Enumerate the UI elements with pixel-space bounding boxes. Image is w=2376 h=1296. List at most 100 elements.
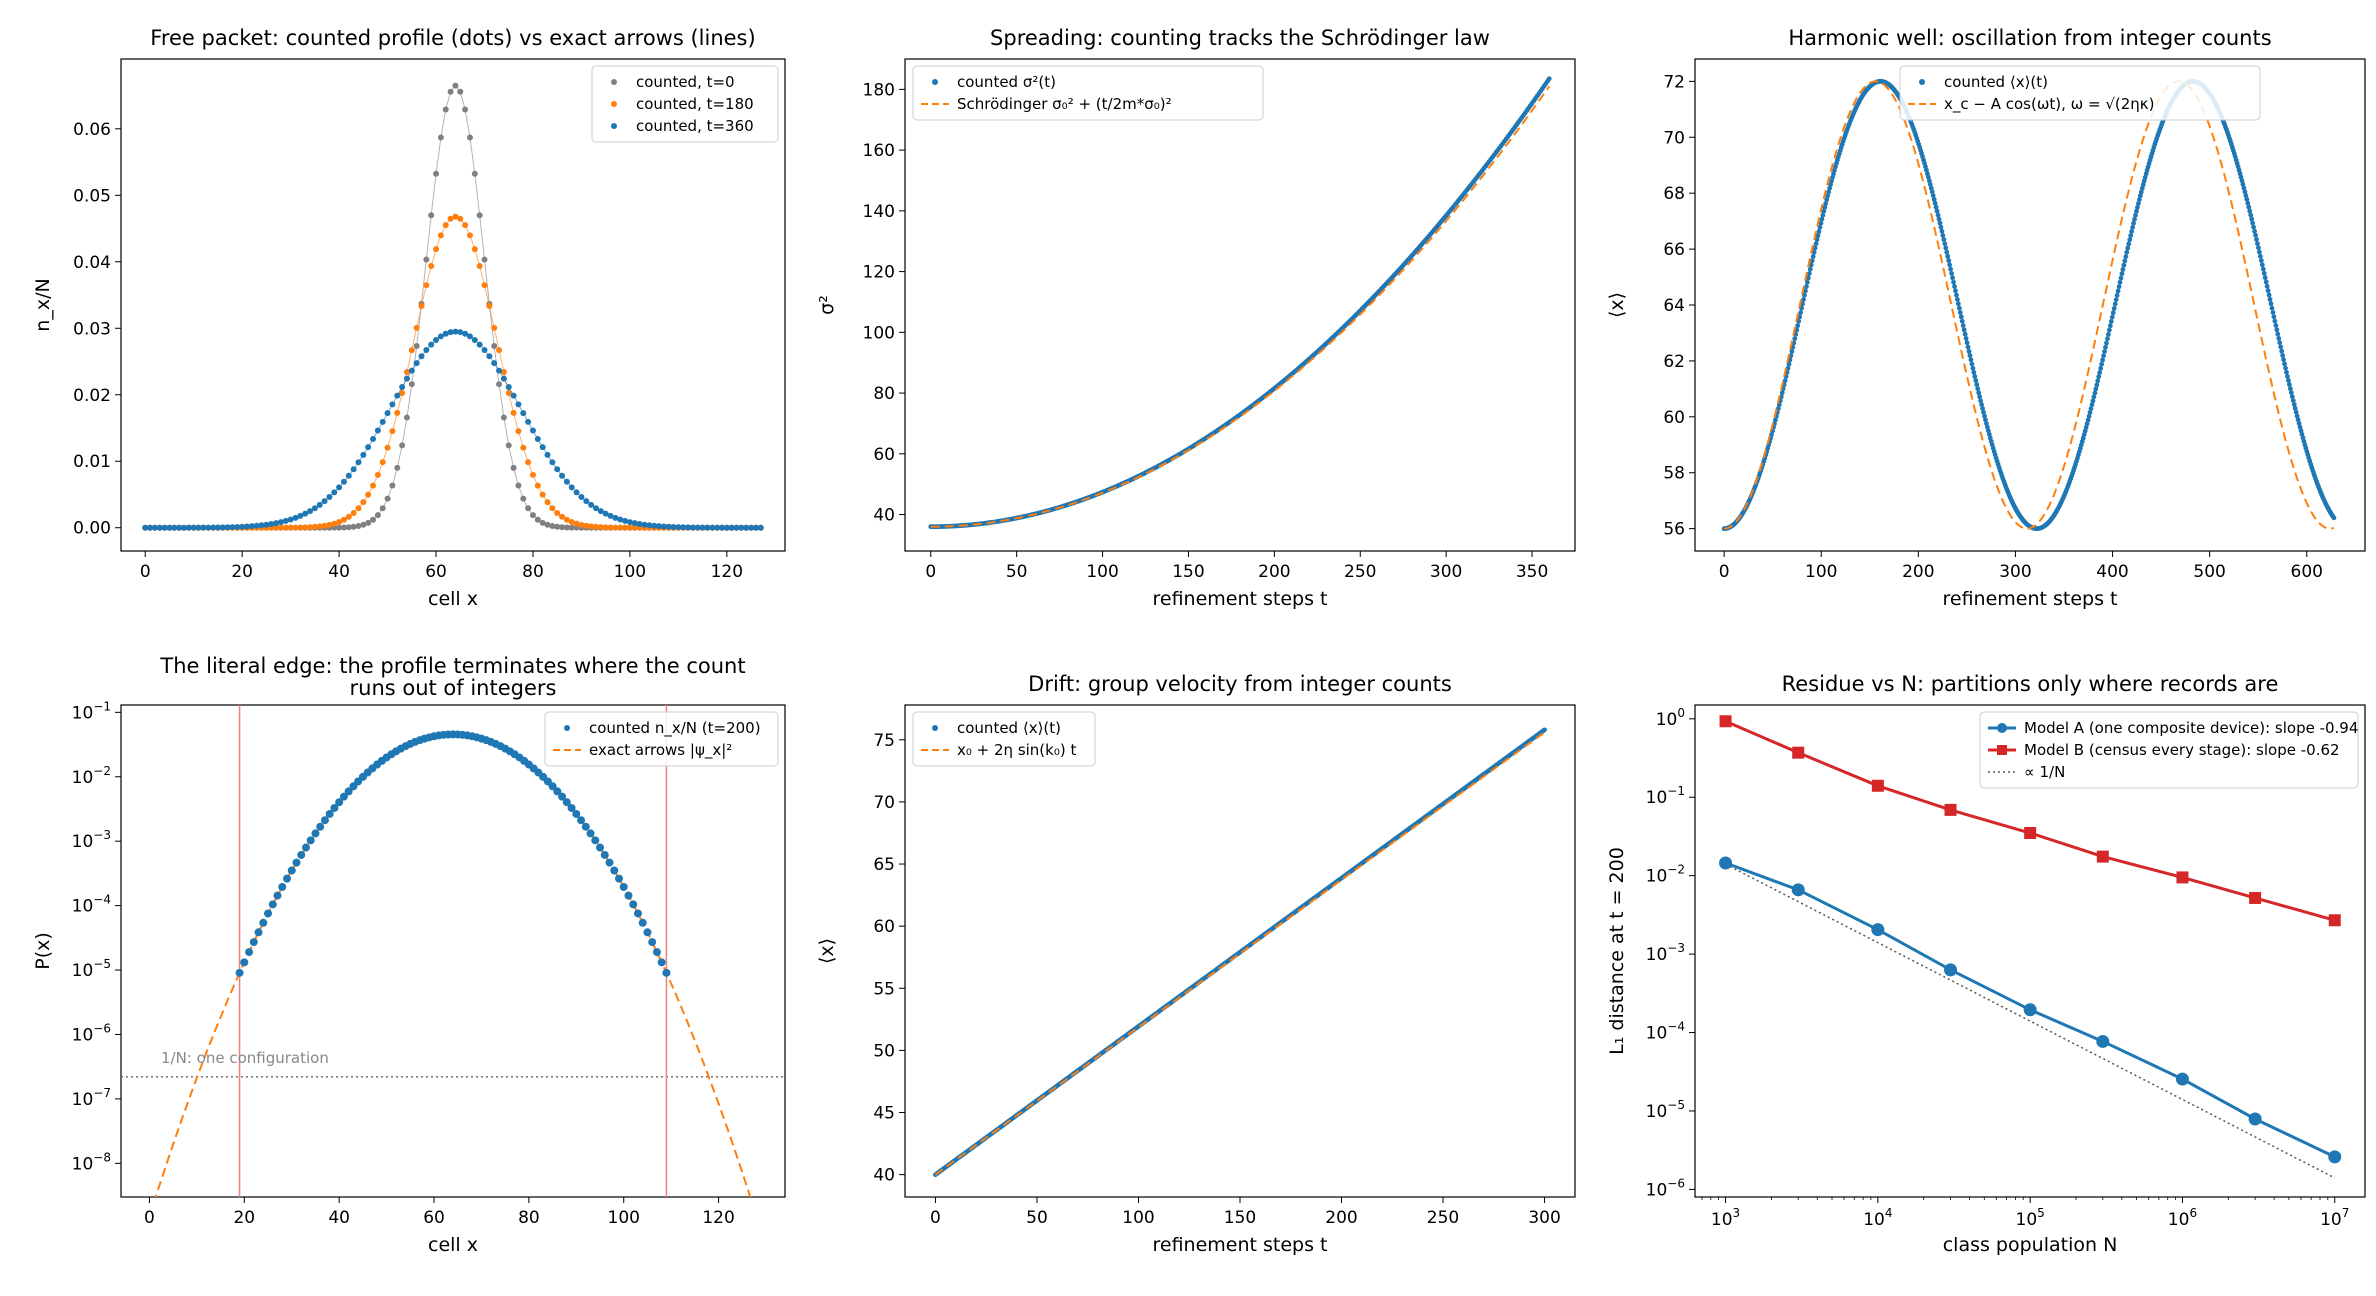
data-point: [195, 524, 202, 531]
data-point: [2240, 181, 2246, 187]
data-point: [2109, 314, 2115, 320]
data-point: [253, 522, 260, 529]
data-point: [2098, 366, 2104, 371]
series-line: [145, 331, 761, 529]
data-point: [156, 524, 163, 531]
data-point: [423, 282, 430, 289]
data-point: [306, 836, 315, 845]
data-point: [2296, 421, 2302, 426]
data-point: [2091, 394, 2097, 400]
chart-title-line2: runs out of integers: [350, 676, 557, 700]
x-tick-label: 50: [1006, 562, 1028, 582]
data-point: [2239, 178, 2245, 184]
data-point: [384, 495, 391, 502]
data-point: [2132, 216, 2137, 222]
data-point: [2103, 344, 2108, 350]
data-point: [1938, 224, 1944, 230]
data-point: [244, 523, 251, 530]
data-point: [452, 328, 459, 335]
data-point: [331, 520, 338, 527]
data-point: [235, 968, 244, 977]
data-point: [321, 498, 328, 505]
data-point: [655, 523, 662, 530]
data-point: [471, 246, 478, 253]
data-point: [2297, 424, 2303, 430]
y-tick-label: 10−5: [1646, 1098, 1685, 1122]
data-point: [2242, 189, 2248, 195]
data-point: [602, 510, 609, 517]
data-point: [370, 435, 377, 442]
data-point: [2141, 178, 2147, 184]
chart-title: Free packet: counted profile (dots) vs e…: [150, 26, 755, 50]
y-tick-label: 58: [1663, 464, 1685, 484]
data-point: [2259, 262, 2265, 268]
data-point: [491, 342, 498, 349]
data-point: [433, 170, 440, 177]
data-point: [399, 383, 406, 390]
data-point: [544, 451, 551, 458]
data-point: [597, 524, 604, 531]
panel-drift: Drift: group velocity from integer count…: [816, 672, 1576, 1256]
data-point: [379, 418, 386, 425]
series-line: [145, 216, 761, 529]
data-point: [549, 459, 556, 466]
data-point: [320, 816, 329, 825]
data-point: [549, 523, 556, 530]
y-axis-label: L₁ distance at t = 200: [1606, 847, 1628, 1055]
data-point: [1802, 292, 1807, 298]
data-point: [1803, 288, 1808, 294]
data-point: [563, 516, 570, 523]
data-point: [1804, 284, 1809, 289]
data-point: [1826, 189, 1832, 195]
data-point: [307, 524, 314, 531]
data-point: [1979, 402, 1985, 408]
data-point: [2107, 323, 2113, 329]
data-point: [2112, 301, 2118, 307]
data-point: [277, 524, 284, 531]
data-point: [1941, 237, 1947, 242]
data-point: [151, 524, 158, 531]
data-point: [428, 212, 435, 219]
data-point: [515, 482, 522, 489]
data-point: [1801, 297, 1806, 302]
data-point: [685, 524, 692, 531]
x-tick-label: 250: [1427, 1208, 1459, 1228]
data-point: [336, 518, 343, 525]
data-point: [1965, 344, 1971, 350]
data-point: [2295, 417, 2301, 423]
data-point: [602, 524, 609, 531]
y-tick-label: 40: [873, 506, 895, 526]
data-point: [2272, 318, 2278, 324]
data-point: [1975, 386, 1981, 392]
data-point: [2277, 340, 2283, 346]
data-point: [301, 843, 310, 852]
data-point: [408, 347, 415, 354]
y-tick-label: 10−2: [72, 764, 111, 788]
x-tick-label: 20: [233, 1208, 255, 1228]
data-point: [610, 866, 619, 875]
data-point: [2290, 398, 2296, 403]
data-point: [321, 522, 328, 529]
x-tick-label: 50: [1026, 1208, 1048, 1228]
data-point: [229, 524, 236, 531]
data-point: [548, 782, 557, 791]
data-point: [529, 471, 536, 478]
data-point: [558, 792, 567, 801]
data-point: [344, 787, 353, 796]
annotation-text: 1/N: one configuration: [161, 1049, 329, 1067]
data-point: [1963, 336, 1969, 341]
data-point: [205, 524, 212, 531]
data-point: [471, 170, 478, 177]
data-point: [578, 494, 585, 501]
data-point: [316, 822, 325, 831]
data-point: [2111, 306, 2117, 311]
y-tick-label: 10−4: [72, 893, 111, 917]
data-point: [2248, 212, 2254, 218]
data-point: [1925, 174, 1931, 180]
data-point: [1822, 204, 1828, 210]
data-point: [2108, 319, 2114, 324]
data-point: [336, 524, 343, 531]
data-point: [384, 410, 391, 417]
y-tick-label: 0.04: [73, 253, 111, 273]
data-point: [245, 948, 254, 957]
